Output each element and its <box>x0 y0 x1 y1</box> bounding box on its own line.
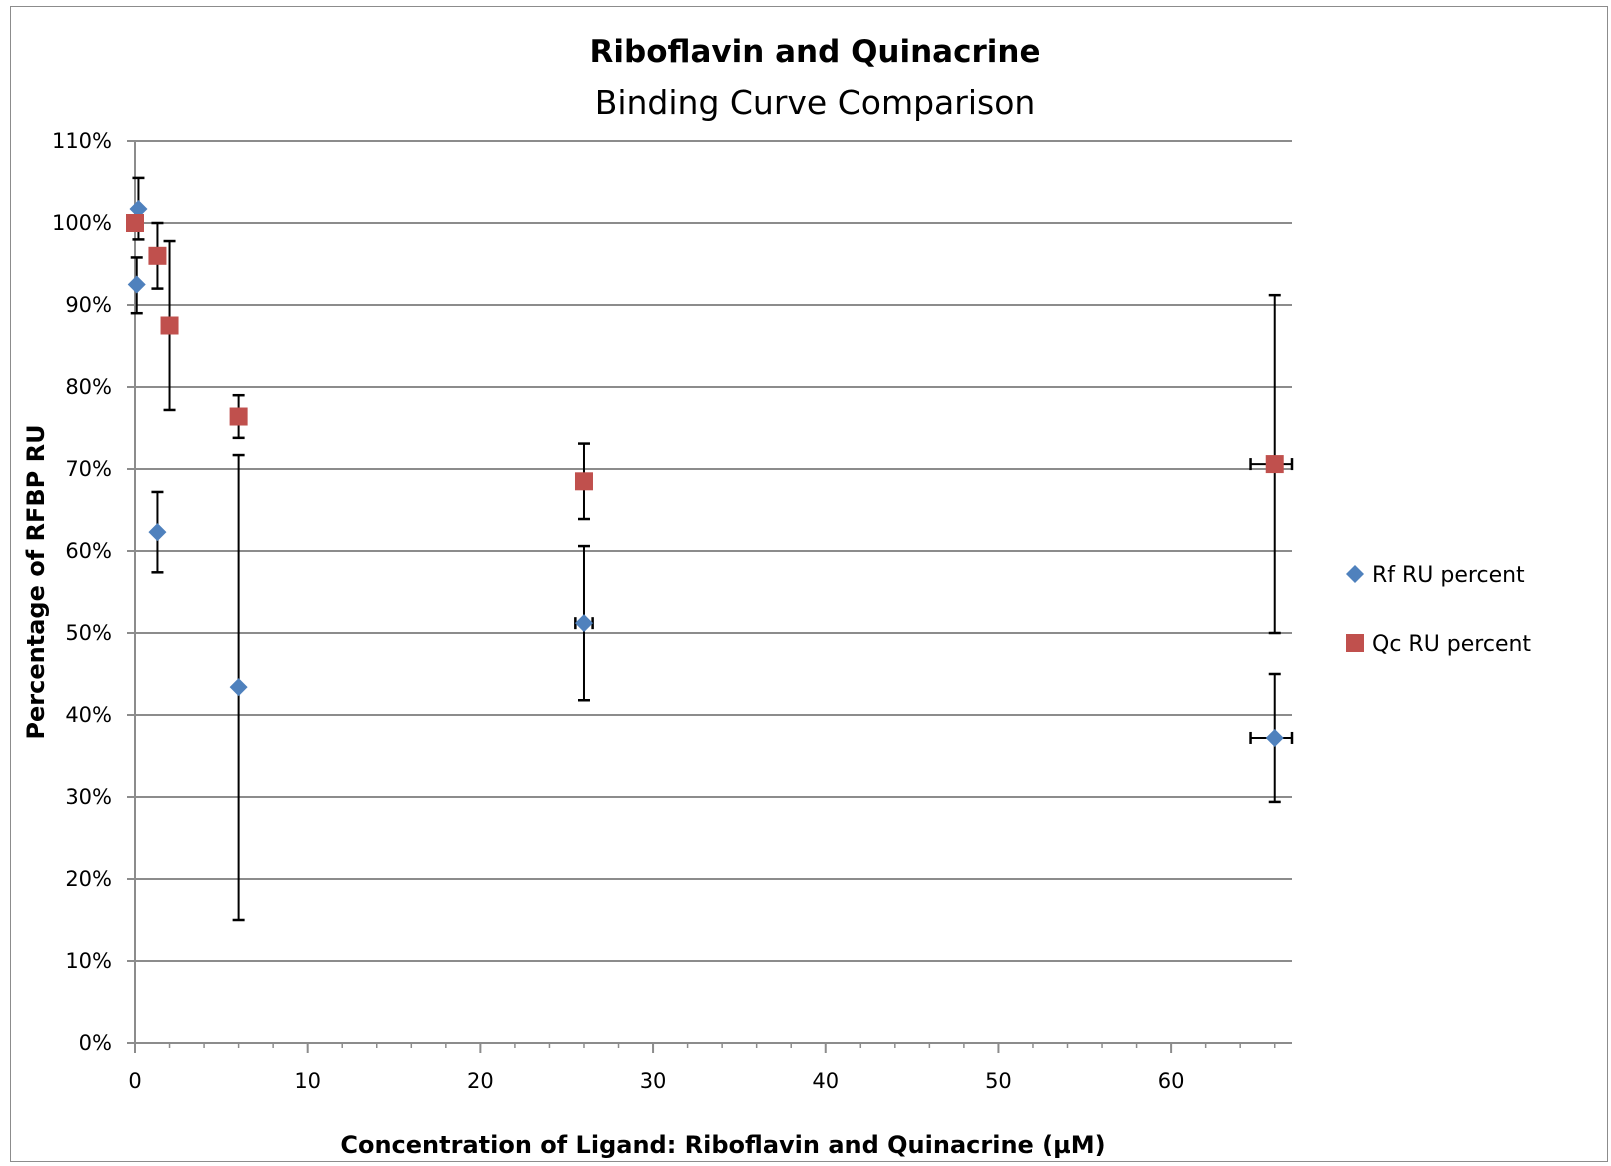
data-point-rf <box>148 523 167 542</box>
legend-label-qc: Qc RU percent <box>1372 632 1531 657</box>
y-tick-label: 0% <box>79 1031 112 1055</box>
y-axis-title: Percentage of RFBP RU <box>22 424 50 739</box>
y-tick-label: 30% <box>65 785 112 809</box>
y-tick-label: 100% <box>52 211 112 235</box>
x-tick-labels: 0 10 20 30 40 50 60 <box>128 1069 1184 1093</box>
data-point-qc <box>148 246 167 265</box>
legend-label-rf: Rf RU percent <box>1372 563 1525 588</box>
data-point-rf <box>129 200 148 219</box>
legend: Rf RU percent Qc RU percent <box>1346 563 1531 657</box>
axes <box>134 141 1292 1053</box>
y-tick-label: 70% <box>65 457 112 481</box>
data-point-qc <box>1265 455 1284 474</box>
y-tick-label: 60% <box>65 539 112 563</box>
y-tick-label: 40% <box>65 703 112 727</box>
y-tick-label: 90% <box>65 293 112 317</box>
x-tick-label: 0 <box>128 1069 141 1093</box>
data-point-rf <box>127 275 146 294</box>
x-tick-label: 40 <box>812 1069 839 1093</box>
y-tick-label: 80% <box>65 375 112 399</box>
chart-frame <box>10 6 1608 1162</box>
legend-item-rf: Rf RU percent <box>1346 563 1525 588</box>
data-point-qc <box>126 214 144 232</box>
y-tick-label: 110% <box>52 129 112 153</box>
legend-marker-diamond <box>1346 565 1364 583</box>
data-point-qc <box>160 316 179 335</box>
data-point-rf <box>1265 728 1284 747</box>
x-tick-label: 30 <box>640 1069 667 1093</box>
x-tick-label: 20 <box>467 1069 494 1093</box>
legend-marker-square <box>1346 634 1364 652</box>
data-point-rf <box>574 614 593 633</box>
x-tick-label: 60 <box>1158 1069 1185 1093</box>
gridlines <box>127 140 1292 1044</box>
data-point-qc <box>229 407 248 426</box>
chart-title: Riboflavin and Quinacrine <box>590 34 1041 70</box>
x-axis-title: Concentration of Ligand: Riboflavin and … <box>340 1131 1105 1159</box>
error-bars <box>130 176 1294 922</box>
data-point-rf <box>229 678 248 697</box>
legend-item-qc: Qc RU percent <box>1346 632 1531 657</box>
y-tick-label: 50% <box>65 621 112 645</box>
x-tick-label: 50 <box>985 1069 1012 1093</box>
y-tick-label: 10% <box>65 949 112 973</box>
data-markers <box>126 200 1284 747</box>
y-tick-label: 20% <box>65 867 112 891</box>
chart-subtitle: Binding Curve Comparison <box>595 83 1036 122</box>
x-tick-label: 10 <box>294 1069 321 1093</box>
y-tick-labels: 0% 10% 20% 30% 40% 50% 60% 70% 80% 90% 100% 110% <box>52 129 112 1055</box>
data-point-qc <box>574 472 593 491</box>
